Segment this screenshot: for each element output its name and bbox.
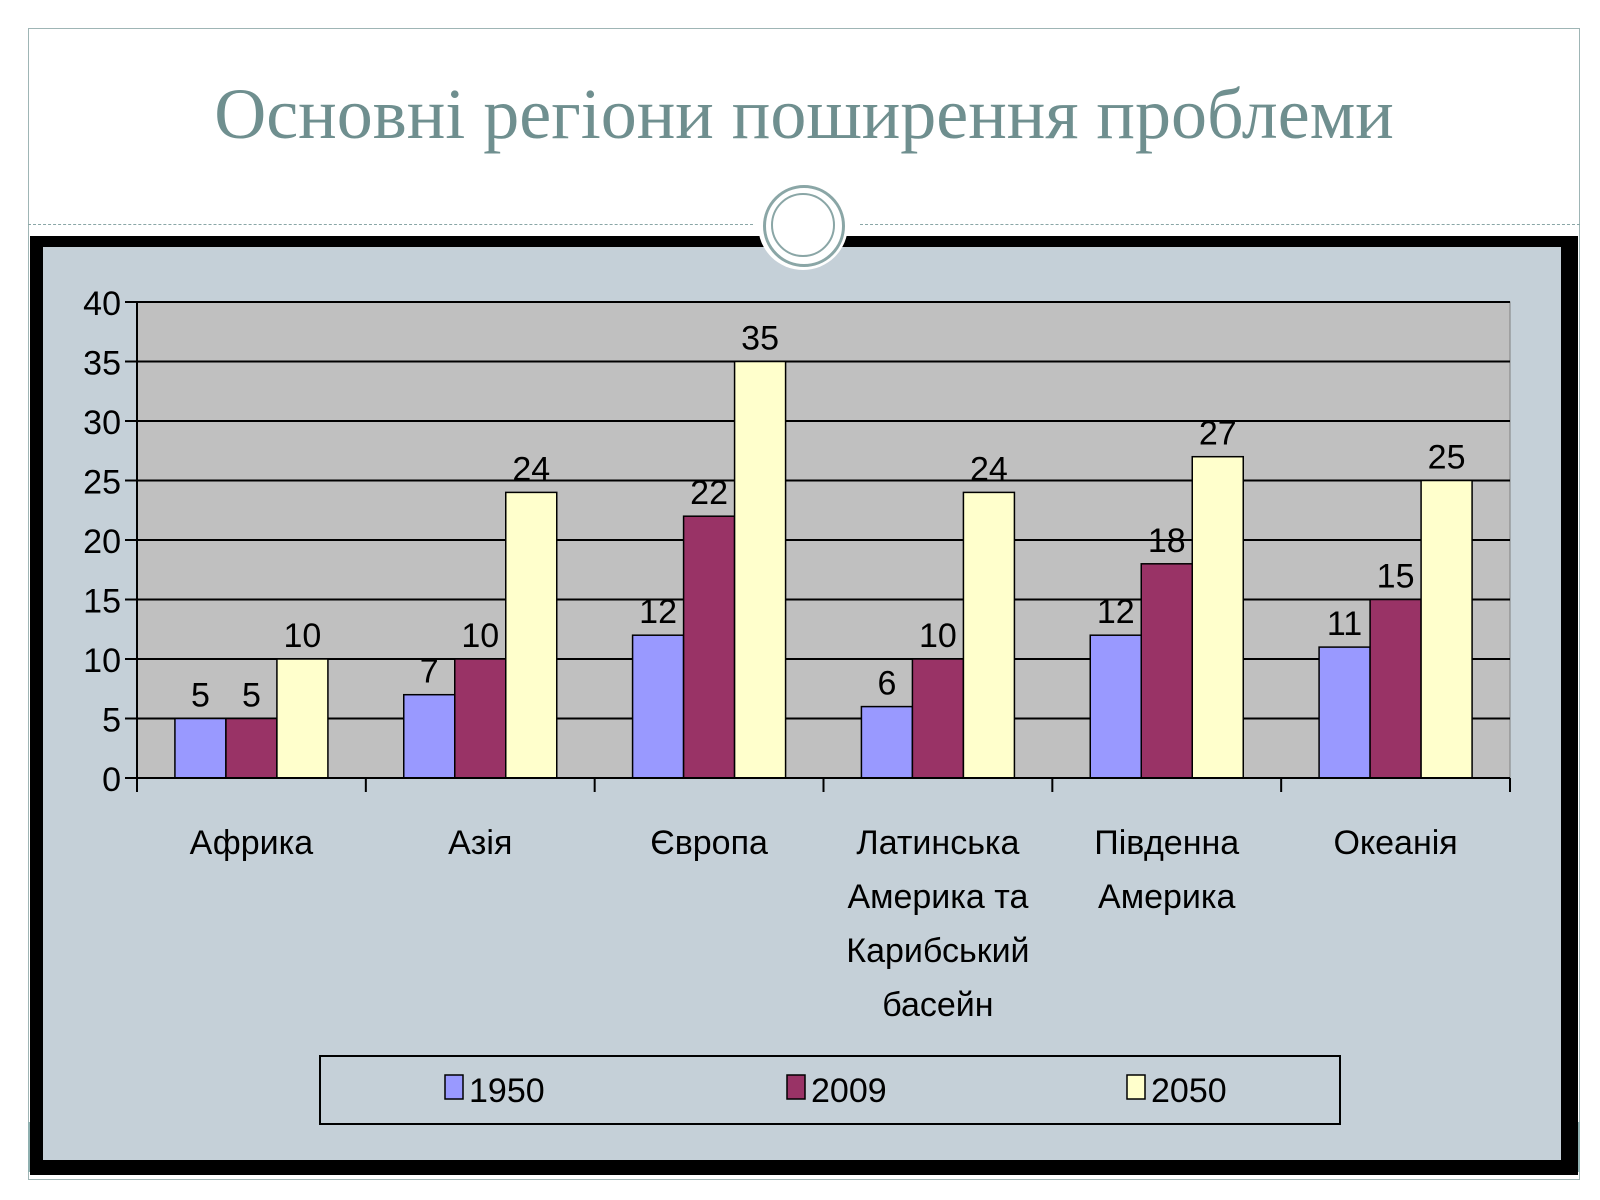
axes	[136, 302, 1511, 792]
data-label: 10	[284, 617, 322, 655]
bar-2009	[225, 717, 278, 779]
x-tick-label: Латинська Америка та Карибський басейн	[846, 824, 1029, 1024]
legend-swatch-1950	[444, 1074, 464, 1100]
legend-box	[319, 1055, 1341, 1125]
y-tick-label: 25	[83, 464, 121, 502]
x-tick-label: Африка	[190, 824, 314, 862]
x-tick-label-line: Америка та	[847, 878, 1028, 916]
y-tick-label: 20	[83, 523, 121, 561]
bar-1950	[403, 693, 456, 779]
x-tick-labels: Африка Азія Європа Латинська Америка та Кариб…	[190, 824, 1458, 1024]
legend-swatch-2009	[786, 1074, 806, 1100]
x-tick-label-line: Америка	[1098, 878, 1235, 916]
bar-2009	[1369, 598, 1422, 779]
x-tick-label: Азія	[448, 824, 512, 862]
bar-1950	[174, 717, 227, 779]
legend: 1950 2009 2050	[319, 1055, 1341, 1125]
bar-2050	[276, 658, 329, 779]
title-divider-right	[860, 224, 1580, 225]
data-label: 6	[877, 665, 896, 703]
bar-2050	[962, 491, 1016, 779]
data-label: 12	[639, 593, 677, 631]
data-label: 5	[191, 677, 210, 715]
bar-1950	[631, 634, 685, 779]
x-tick-label-line: Південна	[1094, 824, 1239, 862]
bar-2050	[733, 360, 787, 779]
chart-container: 5 5 10 7 10 24 12 22 35 6 10 24 12 18 27 11 15 25 0 5 10 15 2…	[30, 236, 1578, 1175]
data-label: 18	[1148, 522, 1186, 560]
x-tick-label-line: басейн	[882, 986, 993, 1024]
bar-2050	[1420, 479, 1473, 779]
data-label: 7	[420, 653, 439, 691]
data-label: 25	[1428, 439, 1466, 477]
x-tick-label-line: Океанія	[1333, 824, 1457, 862]
y-tick-label: 10	[83, 642, 121, 680]
data-label: 5	[242, 677, 261, 715]
data-label: 24	[970, 450, 1008, 488]
bar-2009	[1140, 563, 1193, 779]
gridlines	[125, 301, 1510, 779]
y-tick-label: 5	[102, 702, 121, 740]
data-label: 35	[741, 320, 779, 358]
bar-2009	[911, 658, 965, 779]
y-tick-label: 0	[102, 761, 121, 799]
x-tick-label: Південна Америка	[1094, 824, 1239, 916]
slide-frame	[28, 28, 1580, 1180]
bar-1950	[1318, 646, 1371, 779]
bar-2050	[1191, 455, 1244, 779]
y-tick-label: 30	[83, 404, 121, 442]
data-label: 12	[1097, 593, 1135, 631]
y-tick-labels: 0 5 10 15 20 25 30 35 40	[83, 285, 121, 799]
bars: 5 5 10 7 10 24 12 22 35 6 10 24 12 18 27 11 15 25	[174, 320, 1473, 779]
x-tick-label-line: Азія	[448, 824, 512, 862]
x-tick-label-line: Карибський	[846, 932, 1029, 970]
data-label: 22	[690, 474, 728, 512]
bar-2009	[682, 515, 736, 779]
data-label: 10	[461, 617, 499, 655]
y-tick-label: 40	[83, 285, 121, 323]
x-tick-label-line: Африка	[190, 824, 314, 862]
data-label: 27	[1199, 415, 1237, 453]
bar-2050	[505, 491, 558, 779]
y-tick-label: 35	[83, 345, 121, 383]
x-tick-label: Європа	[650, 824, 768, 862]
legend-label-2050: 2050	[1151, 1072, 1227, 1110]
legend-swatch-2050	[1126, 1074, 1146, 1100]
title-divider-left	[28, 224, 753, 225]
data-label: 24	[512, 450, 550, 488]
data-label: 15	[1377, 558, 1415, 596]
bar-1950	[1089, 634, 1142, 779]
title-ornament	[758, 180, 848, 270]
legend-label-2009: 2009	[811, 1072, 887, 1110]
bar-2009	[454, 658, 507, 779]
legend-label-1950: 1950	[469, 1072, 545, 1110]
data-label: 10	[919, 617, 957, 655]
x-tick-label-line: Європа	[650, 824, 768, 862]
y-tick-label: 15	[83, 583, 121, 621]
bar-1950	[860, 705, 914, 779]
x-tick-label: Океанія	[1333, 824, 1457, 862]
data-label: 11	[1327, 605, 1362, 643]
slide-title: Основні регіони поширення проблеми	[214, 74, 1394, 154]
x-tick-label-line: Латинська	[856, 824, 1019, 862]
